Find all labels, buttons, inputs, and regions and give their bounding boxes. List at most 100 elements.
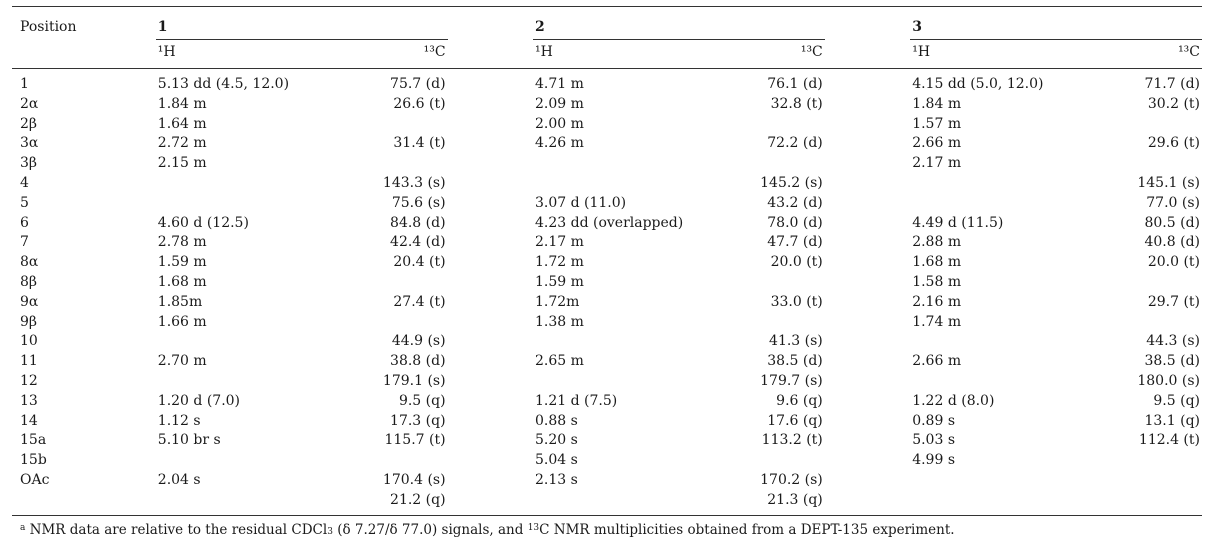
table-row: 3α 2.72 m 31.4 (t) 4.26 m 72.2 (d) 2.66 m 29.6… bbox=[12, 134, 1202, 154]
compound-1-c-cell: 84.8 (d) bbox=[390, 214, 446, 231]
position-cell: 4 bbox=[20, 174, 29, 191]
position-cell: 15b bbox=[20, 452, 47, 469]
compound-2-h-cell: 2.17 m bbox=[535, 234, 584, 251]
table-row: 9α 1.85m 27.4 (t) 1.72m 33.0 (t) 2.16 m 29.7 (… bbox=[12, 293, 1202, 313]
position-cell: 2β bbox=[20, 115, 38, 132]
compound-1-c-cell: 179.1 (s) bbox=[382, 372, 446, 389]
compound-3-c-cell bbox=[1098, 313, 1202, 333]
compound-3-c-cell: 20.0 (t) bbox=[1147, 254, 1200, 271]
compound-1-c-cell bbox=[343, 273, 447, 293]
compound-3-h-cell: 1.22 d (8.0) bbox=[912, 392, 995, 409]
compound-1-c-cell: 42.4 (d) bbox=[390, 234, 446, 251]
footnote-row: a NMR data are relative to the residual … bbox=[12, 514, 1202, 540]
compound-3-c-cell: 71.7 (d) bbox=[1144, 76, 1200, 92]
compound-1-c-cell: 20.4 (t) bbox=[393, 254, 446, 271]
compound-2-c-cell bbox=[721, 313, 825, 333]
compound-2-c-cell: 20.0 (t) bbox=[770, 254, 823, 271]
footnote-text-3: C NMR multiplicities obtained from a DEP… bbox=[539, 521, 955, 538]
compound-2-c-cell: 145.2 (s) bbox=[760, 174, 823, 191]
position-cell bbox=[12, 491, 156, 515]
compound-2-c-cell: 170.2 (s) bbox=[760, 471, 823, 488]
compound-3-c-cell bbox=[1098, 491, 1202, 515]
h-header-1: ¹H bbox=[155, 39, 344, 64]
compound-2-c-cell: 78.0 (d) bbox=[767, 214, 823, 231]
compound-2-h-cell: 0.88 s bbox=[535, 412, 578, 429]
compound-1-h-cell: 5.13 dd (4.5, 12.0) bbox=[157, 76, 290, 92]
compound-1-c-cell bbox=[343, 313, 447, 333]
table-row: 14 1.12 s 17.3 (q) 0.88 s 17.6 (q) 0.89 s 13.1… bbox=[12, 412, 1202, 432]
h-header-3: ¹H bbox=[910, 39, 1098, 64]
c-header-2: ¹³C bbox=[720, 39, 825, 64]
position-cell: 9β bbox=[20, 313, 38, 330]
compound-2-c-cell bbox=[721, 154, 825, 174]
table-row: 12 179.1 (s) 179.7 (s) 180.0 (s) bbox=[12, 372, 1202, 392]
compound-1-h-cell: 1.66 m bbox=[157, 313, 207, 330]
compound-3-h-cell bbox=[910, 471, 1098, 491]
compound-1-h-cell bbox=[156, 332, 344, 352]
compound-2-c-cell: 33.0 (t) bbox=[770, 293, 823, 310]
table-row: 11 2.70 m 38.8 (d) 2.65 m 38.5 (d) 2.66 m 38.5… bbox=[12, 352, 1202, 372]
footnote: a NMR data are relative to the residual … bbox=[12, 514, 1202, 540]
compound-3-h-cell: 2.66 m bbox=[912, 135, 962, 152]
table-row: OAc 2.04 s 170.4 (s) 2.13 s 170.2 (s) bbox=[12, 471, 1202, 491]
compound-3-c-cell: 9.5 (q) bbox=[1153, 392, 1200, 409]
position-cell: 13 bbox=[20, 392, 38, 409]
compound-1-c-cell: 9.5 (q) bbox=[398, 392, 446, 409]
compound-1-h-cell: 2.15 m bbox=[157, 155, 207, 172]
position-cell: 8β bbox=[20, 273, 38, 290]
nmr-data-table: Position 1 2 3 ¹H ¹³C ¹H ¹³C ¹H ¹³C bbox=[12, 6, 1202, 540]
compound-2-c-cell: 41.3 (s) bbox=[769, 333, 823, 350]
compound-2-c-cell: 9.6 (q) bbox=[776, 392, 823, 409]
compound-2-h-cell: 2.65 m bbox=[535, 353, 584, 370]
compound-2-c-cell bbox=[721, 273, 825, 293]
compound-1-h-cell bbox=[156, 372, 344, 392]
compound-3-c-cell: 29.7 (t) bbox=[1147, 293, 1200, 310]
compound-1-h-cell: 1.12 s bbox=[157, 412, 201, 429]
compound-1-h-cell: 2.72 m bbox=[157, 135, 207, 152]
compound-2-c-cell: 32.8 (t) bbox=[770, 95, 823, 112]
compound-3-c-cell: 180.0 (s) bbox=[1137, 372, 1200, 389]
footnote-superscript: 13 bbox=[527, 522, 540, 533]
compound-3-h-cell: 1.58 m bbox=[912, 273, 962, 290]
footnote-marker: a bbox=[20, 522, 26, 533]
compound-2-h-cell: 5.04 s bbox=[535, 452, 578, 469]
table-row: 15b 5.04 s 4.99 s bbox=[12, 451, 1202, 471]
compound-1-h-cell bbox=[156, 491, 344, 515]
c-header-1: ¹³C bbox=[343, 39, 448, 64]
footnote-subscript: 3 bbox=[327, 526, 333, 537]
compound-1-h-cell: 4.60 d (12.5) bbox=[157, 214, 249, 231]
compound-3-h-cell: 2.17 m bbox=[912, 155, 962, 172]
compound-2-h-cell bbox=[533, 372, 721, 392]
compound-3-header: 3 bbox=[912, 19, 922, 35]
position-cell: 8α bbox=[20, 254, 39, 271]
compound-3-h-cell: 1.68 m bbox=[912, 254, 962, 271]
compound-1-h-cell: 1.64 m bbox=[157, 115, 207, 132]
position-cell: 15a bbox=[20, 432, 47, 449]
compound-1-c-cell: 31.4 (t) bbox=[393, 135, 446, 152]
compound-1-header: 1 bbox=[157, 19, 168, 35]
table-row: 21.2 (q) 21.3 (q) bbox=[12, 491, 1202, 515]
compound-1-c-cell: 170.4 (s) bbox=[382, 471, 446, 488]
compound-2-c-cell: 113.2 (t) bbox=[761, 432, 823, 449]
compound-2-h-cell: 1.72m bbox=[535, 293, 580, 310]
compound-3-h-cell: 2.88 m bbox=[912, 234, 962, 251]
compound-2-h-cell: 5.20 s bbox=[535, 432, 578, 449]
compound-3-c-cell bbox=[1098, 115, 1202, 135]
table-body: 1 5.13 dd (4.5, 12.0) 75.7 (d) 4.71 m 76.1 (… bbox=[12, 69, 1202, 516]
compound-3-h-cell: 2.66 m bbox=[912, 353, 962, 370]
position-header: Position bbox=[20, 19, 77, 35]
footnote-text-2: (δ 7.27/δ 77.0) signals, and bbox=[332, 521, 528, 538]
table-row: 13 1.20 d (7.0) 9.5 (q) 1.21 d (7.5) 9.6 (q)… bbox=[12, 392, 1202, 412]
position-cell: 14 bbox=[20, 412, 38, 429]
compound-2-c-cell: 179.7 (s) bbox=[760, 372, 823, 389]
compound-3-c-cell: 77.0 (s) bbox=[1146, 194, 1200, 211]
compound-3-c-cell: 112.4 (t) bbox=[1138, 432, 1200, 449]
compound-3-h-cell: 2.16 m bbox=[912, 293, 962, 310]
compound-1-h-cell: 2.04 s bbox=[157, 471, 201, 488]
compound-1-h-cell: 1.85m bbox=[157, 293, 203, 310]
compound-3-h-cell: 1.74 m bbox=[912, 313, 962, 330]
compound-1-h-cell: 5.10 br s bbox=[157, 432, 221, 449]
compound-2-h-cell: 1.21 d (7.5) bbox=[535, 392, 618, 409]
compound-2-c-cell bbox=[721, 451, 825, 471]
